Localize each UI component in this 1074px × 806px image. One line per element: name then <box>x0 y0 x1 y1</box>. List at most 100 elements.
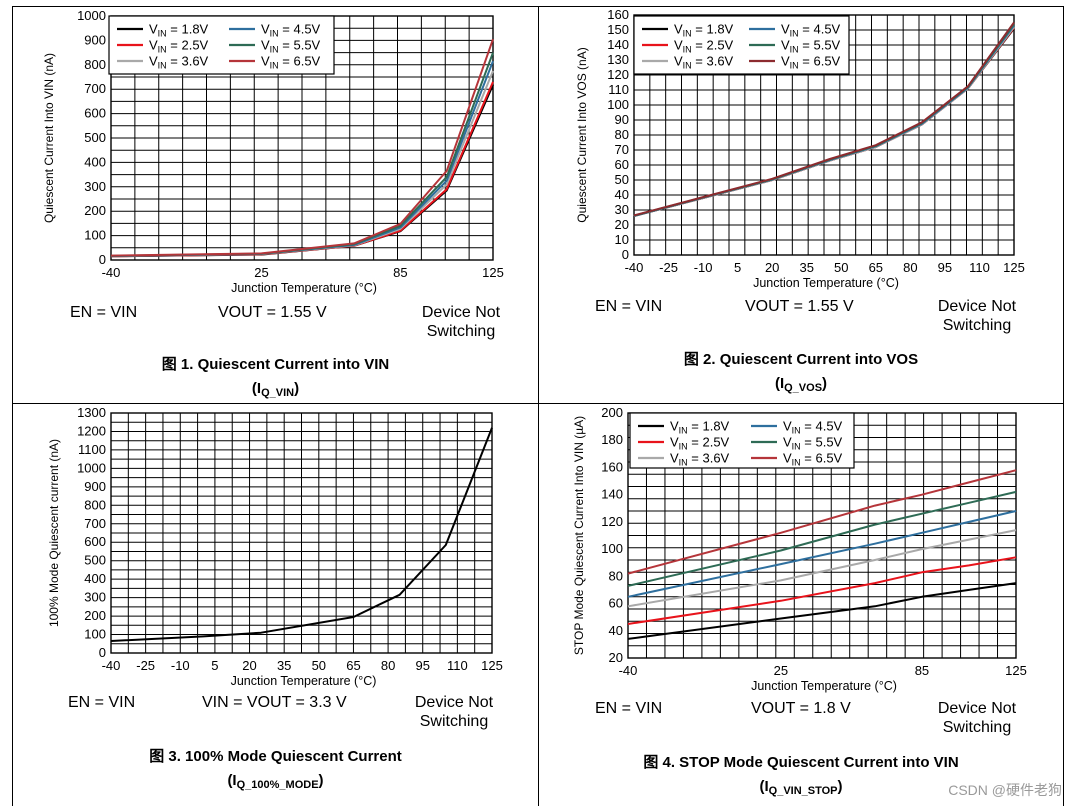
y-tick-label: 200 <box>601 405 623 420</box>
y-tick-label: 140 <box>607 37 629 52</box>
y-tick-label: 1000 <box>77 8 106 23</box>
legend-label-pre: V <box>674 22 683 37</box>
legend-label-pre: V <box>261 22 270 37</box>
figure-1-symbol-close: ) <box>294 380 300 397</box>
series-line <box>627 529 1017 608</box>
legend-box <box>629 412 855 469</box>
y-tick-label: 800 <box>84 57 106 72</box>
legend-label-sub: IN <box>792 426 801 436</box>
y-tick-label: 160 <box>601 459 623 474</box>
y-tick-label: 30 <box>615 202 629 217</box>
legend-label: VIN = 5.5V <box>261 38 321 55</box>
legend-label-sub: IN <box>679 458 688 468</box>
y-tick-label: 800 <box>84 497 106 512</box>
y-tick-label: 100 <box>601 541 623 556</box>
table-border-right <box>1063 6 1064 806</box>
legend-label-sub: IN <box>679 426 688 436</box>
legend-label-pre: V <box>261 38 270 53</box>
legend-label: VIN = 5.5V <box>781 38 841 55</box>
legend-label-post: = 5.5V <box>279 38 321 53</box>
legend-label: VIN = 3.6V <box>149 54 209 71</box>
legend-label-post: = 2.5V <box>167 38 209 53</box>
x-tick-label: 20 <box>242 658 256 673</box>
x-axis-title: Junction Temperature (°C) <box>231 674 377 688</box>
figure-4-symbol-close: ) <box>837 778 843 795</box>
legend-label-post: = 5.5V <box>801 435 843 450</box>
legend-label: VIN = 1.8V <box>670 419 730 436</box>
legend-label-pre: V <box>670 419 679 434</box>
figure-1-switching-condition: Device Not Switching <box>401 303 521 341</box>
figure-2-caption-symbol: (IQ_VOS) <box>539 372 1063 400</box>
figure-4-caption-symbol: (IQ_VIN_STOP) <box>539 775 1063 803</box>
y-tick-label: 400 <box>84 154 106 169</box>
y-tick-label: 60 <box>615 157 629 172</box>
figure-3-switching-condition: Device Not Switching <box>394 693 514 731</box>
y-tick-label: 1000 <box>77 460 106 475</box>
y-tick-label: 120 <box>607 67 629 82</box>
x-tick-label: 20 <box>765 260 779 275</box>
legend-label-sub: IN <box>158 61 167 71</box>
legend-label-pre: V <box>674 54 683 69</box>
legend-label-sub: IN <box>790 45 799 55</box>
legend-label-post: = 4.5V <box>799 22 841 37</box>
figure-3-vout-condition: VIN = VOUT = 3.3 V <box>202 694 347 711</box>
legend-label-pre: V <box>149 38 158 53</box>
series-group <box>627 469 1017 640</box>
series-group <box>110 427 493 642</box>
y-tick-label: 60 <box>609 596 623 611</box>
x-tick-label: 5 <box>211 658 218 673</box>
x-tick-label: 80 <box>381 658 395 673</box>
y-tick-label: 1300 <box>77 405 106 420</box>
legend-label: VIN = 1.8V <box>149 22 209 39</box>
x-tick-label: 110 <box>969 260 990 275</box>
legend-label-pre: V <box>149 54 158 69</box>
y-tick-label: 200 <box>84 608 106 623</box>
y-tick-label: 150 <box>607 22 629 37</box>
figure-2-switching-line2: Switching <box>942 317 1012 334</box>
x-tick-label: -40 <box>619 663 638 678</box>
figure-2-chart: 0102030405060708090100110120130140150160… <box>575 7 1025 290</box>
legend-label-pre: V <box>783 419 792 434</box>
y-tick-label: 1100 <box>78 442 106 457</box>
figure-4-caption: 图 4. STOP Mode Quiescent Current into VI… <box>539 751 1063 803</box>
series-line <box>627 556 1017 625</box>
figure-1-caption-symbol: (IQ_VIN) <box>13 377 538 405</box>
figure-3-symbol-close: ) <box>318 772 324 789</box>
legend-label-sub: IN <box>790 61 799 71</box>
figure-3-caption-symbol: (IQ_100%_MODE) <box>13 769 538 797</box>
figure-3-caption: 图 3. 100% Mode Quiescent Current (IQ_100… <box>13 745 538 797</box>
legend-label: VIN = 6.5V <box>783 451 843 468</box>
legend-label-post: = 2.5V <box>688 435 730 450</box>
series-line <box>110 427 493 642</box>
figure-1-chart: 0 100 200 300 400 500 600 700 800 900 1000 -40 25 85 1… <box>42 8 504 295</box>
x-tick-label: 25 <box>254 265 268 280</box>
legend-label: VIN = 2.5V <box>149 38 209 55</box>
y-tick-label: 400 <box>84 571 106 586</box>
y-tick-label: 110 <box>608 82 629 97</box>
figure-2-symbol-sub: Q_VOS <box>784 382 823 394</box>
figure-1-symbol-sub: Q_VIN <box>261 387 295 399</box>
legend-label-sub: IN <box>270 61 279 71</box>
x-tick-label: 35 <box>277 658 291 673</box>
x-tick-label: 110 <box>447 658 468 673</box>
y-axis-title: Quiescent Current Into VOS (nA) <box>575 47 589 222</box>
y-tick-label: 100 <box>84 228 106 243</box>
legend-label-sub: IN <box>683 61 692 71</box>
x-axis-title: Junction Temperature (°C) <box>231 281 377 295</box>
figure-2-switching-condition: Device Not Switching <box>917 297 1037 335</box>
figure-1-cell: 0 100 200 300 400 500 600 700 800 900 1000 -40 25 85 1… <box>13 7 538 403</box>
x-tick-label: 5 <box>734 260 741 275</box>
figure-4-caption-title: 图 4. STOP Mode Quiescent Current into VI… <box>643 754 959 771</box>
legend-label-sub: IN <box>683 45 692 55</box>
legend-label: VIN = 6.5V <box>261 54 321 71</box>
legend-label-post: = 4.5V <box>279 22 321 37</box>
figure-4-symbol-sub: Q_VIN_STOP <box>768 785 838 797</box>
x-tick-label: 125 <box>1003 260 1025 275</box>
table-border-left <box>12 6 13 806</box>
y-tick-label: 160 <box>607 7 629 22</box>
figure-2-vout-condition: VOUT = 1.55 V <box>745 298 854 315</box>
figure-2-switching-line1: Device Not <box>937 298 1017 315</box>
legend-label-pre: V <box>149 22 158 37</box>
x-tick-label: 50 <box>312 658 326 673</box>
figure-4-chart: 20 40 60 80 100 120 140 160 180 200 -40 25 85 125 Junc… <box>572 405 1027 693</box>
